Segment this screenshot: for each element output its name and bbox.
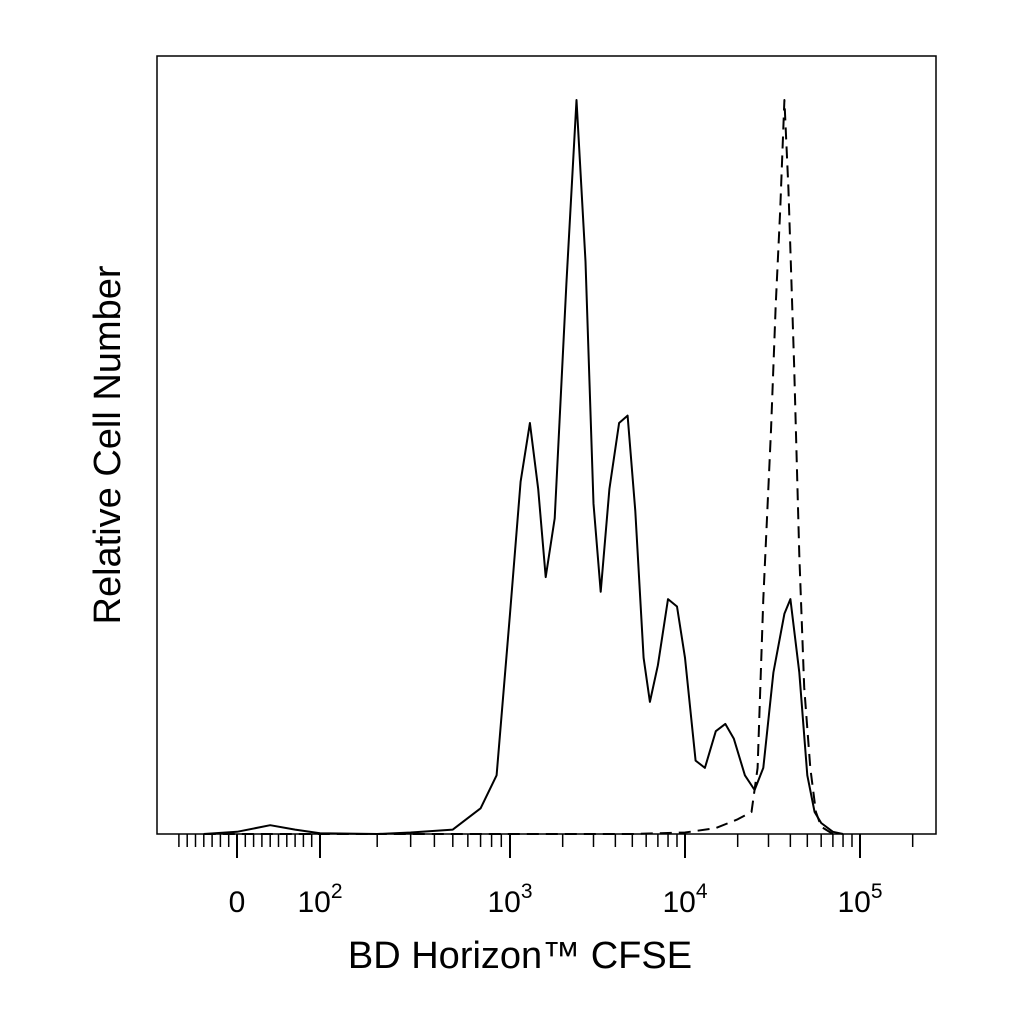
series-dashed-line [203, 99, 834, 835]
y-axis-title: Relative Cell Number [87, 265, 129, 624]
x-tick-labels: 0 102 103 104 105 [229, 880, 883, 919]
x-tick-label: 105 [837, 880, 882, 919]
x-tick-label: 102 [297, 880, 342, 919]
x-tick-label: 0 [229, 886, 246, 919]
x-major-ticks [236, 834, 861, 858]
x-axis-title: BD Horizon™ CFSE [348, 935, 692, 977]
series-layer [203, 99, 844, 835]
x-minor-ticks [178, 834, 914, 847]
plot-frame [156, 55, 937, 835]
x-tick-label: 103 [487, 880, 532, 919]
series-solid-line [203, 99, 844, 835]
x-tick-label: 104 [662, 880, 707, 919]
